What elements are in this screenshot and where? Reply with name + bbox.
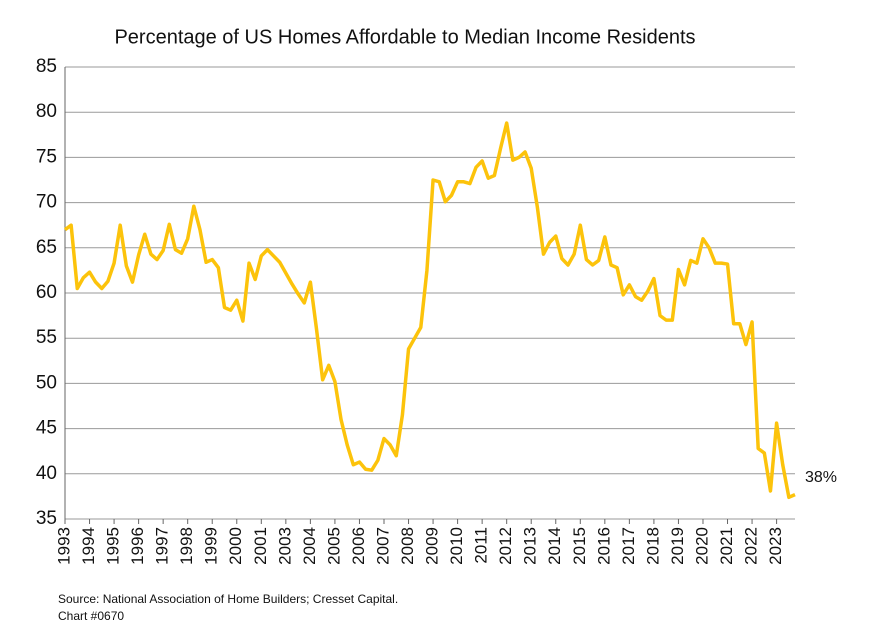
x-tick-label: 2011: [472, 527, 491, 564]
x-tick-label: 2019: [668, 527, 687, 565]
y-tick-label: 45: [36, 418, 57, 439]
y-tick-label: 40: [36, 463, 57, 484]
x-tick-label: 2014: [545, 527, 564, 565]
y-tick-label: 65: [36, 237, 57, 258]
y-tick-label: 75: [36, 146, 57, 167]
x-tick-label: 2006: [349, 527, 368, 565]
x-tick-label: 1994: [79, 527, 98, 565]
x-tick-label: 2012: [496, 527, 515, 565]
chart-title: Percentage of US Homes Affordable to Med…: [114, 26, 695, 48]
x-tick-label: 1996: [128, 527, 147, 565]
x-tick-label: 2007: [373, 527, 392, 565]
x-tick-label: 2022: [742, 527, 761, 565]
y-tick-label: 80: [36, 101, 57, 122]
x-tick-label: 2013: [521, 527, 540, 565]
y-tick-label: 70: [36, 192, 57, 213]
x-tick-label: 1997: [153, 527, 172, 565]
x-tick-label: 2000: [226, 527, 245, 565]
x-tick-label: 2020: [692, 527, 711, 565]
x-tick-label: 2015: [570, 527, 589, 565]
x-tick-label: 2004: [300, 527, 319, 565]
x-tick-label: 1998: [177, 527, 196, 565]
x-tick-label: 2005: [324, 527, 343, 565]
x-tick-label: 2003: [275, 527, 294, 565]
x-tick-label: 2001: [251, 527, 270, 565]
x-tick-label: 1995: [104, 527, 123, 565]
x-tick-label: 2009: [423, 527, 442, 565]
y-tick-label: 35: [36, 508, 57, 529]
x-tick-label: 1993: [54, 527, 73, 565]
data-line: [63, 121, 796, 500]
y-tick-label: 50: [36, 372, 57, 393]
x-tick-label: 2018: [643, 527, 662, 565]
x-tick-label: 2017: [619, 527, 638, 565]
y-tick-label: 55: [36, 327, 57, 348]
y-tick-label: 60: [36, 282, 57, 303]
annotation: 38%: [805, 469, 837, 486]
x-tick-label: 2008: [398, 527, 417, 565]
x-tick-label: 2021: [717, 527, 736, 565]
chart-note: Chart #0670: [58, 609, 124, 623]
x-tick-label: 1999: [202, 527, 221, 565]
x-tick-label: 2010: [447, 527, 466, 565]
source: Source: National Association of Home Bui…: [58, 592, 398, 606]
x-tick-label: 2016: [594, 527, 613, 565]
x-tick-label: 2023: [766, 527, 785, 565]
y-tick-label: 85: [36, 56, 57, 77]
